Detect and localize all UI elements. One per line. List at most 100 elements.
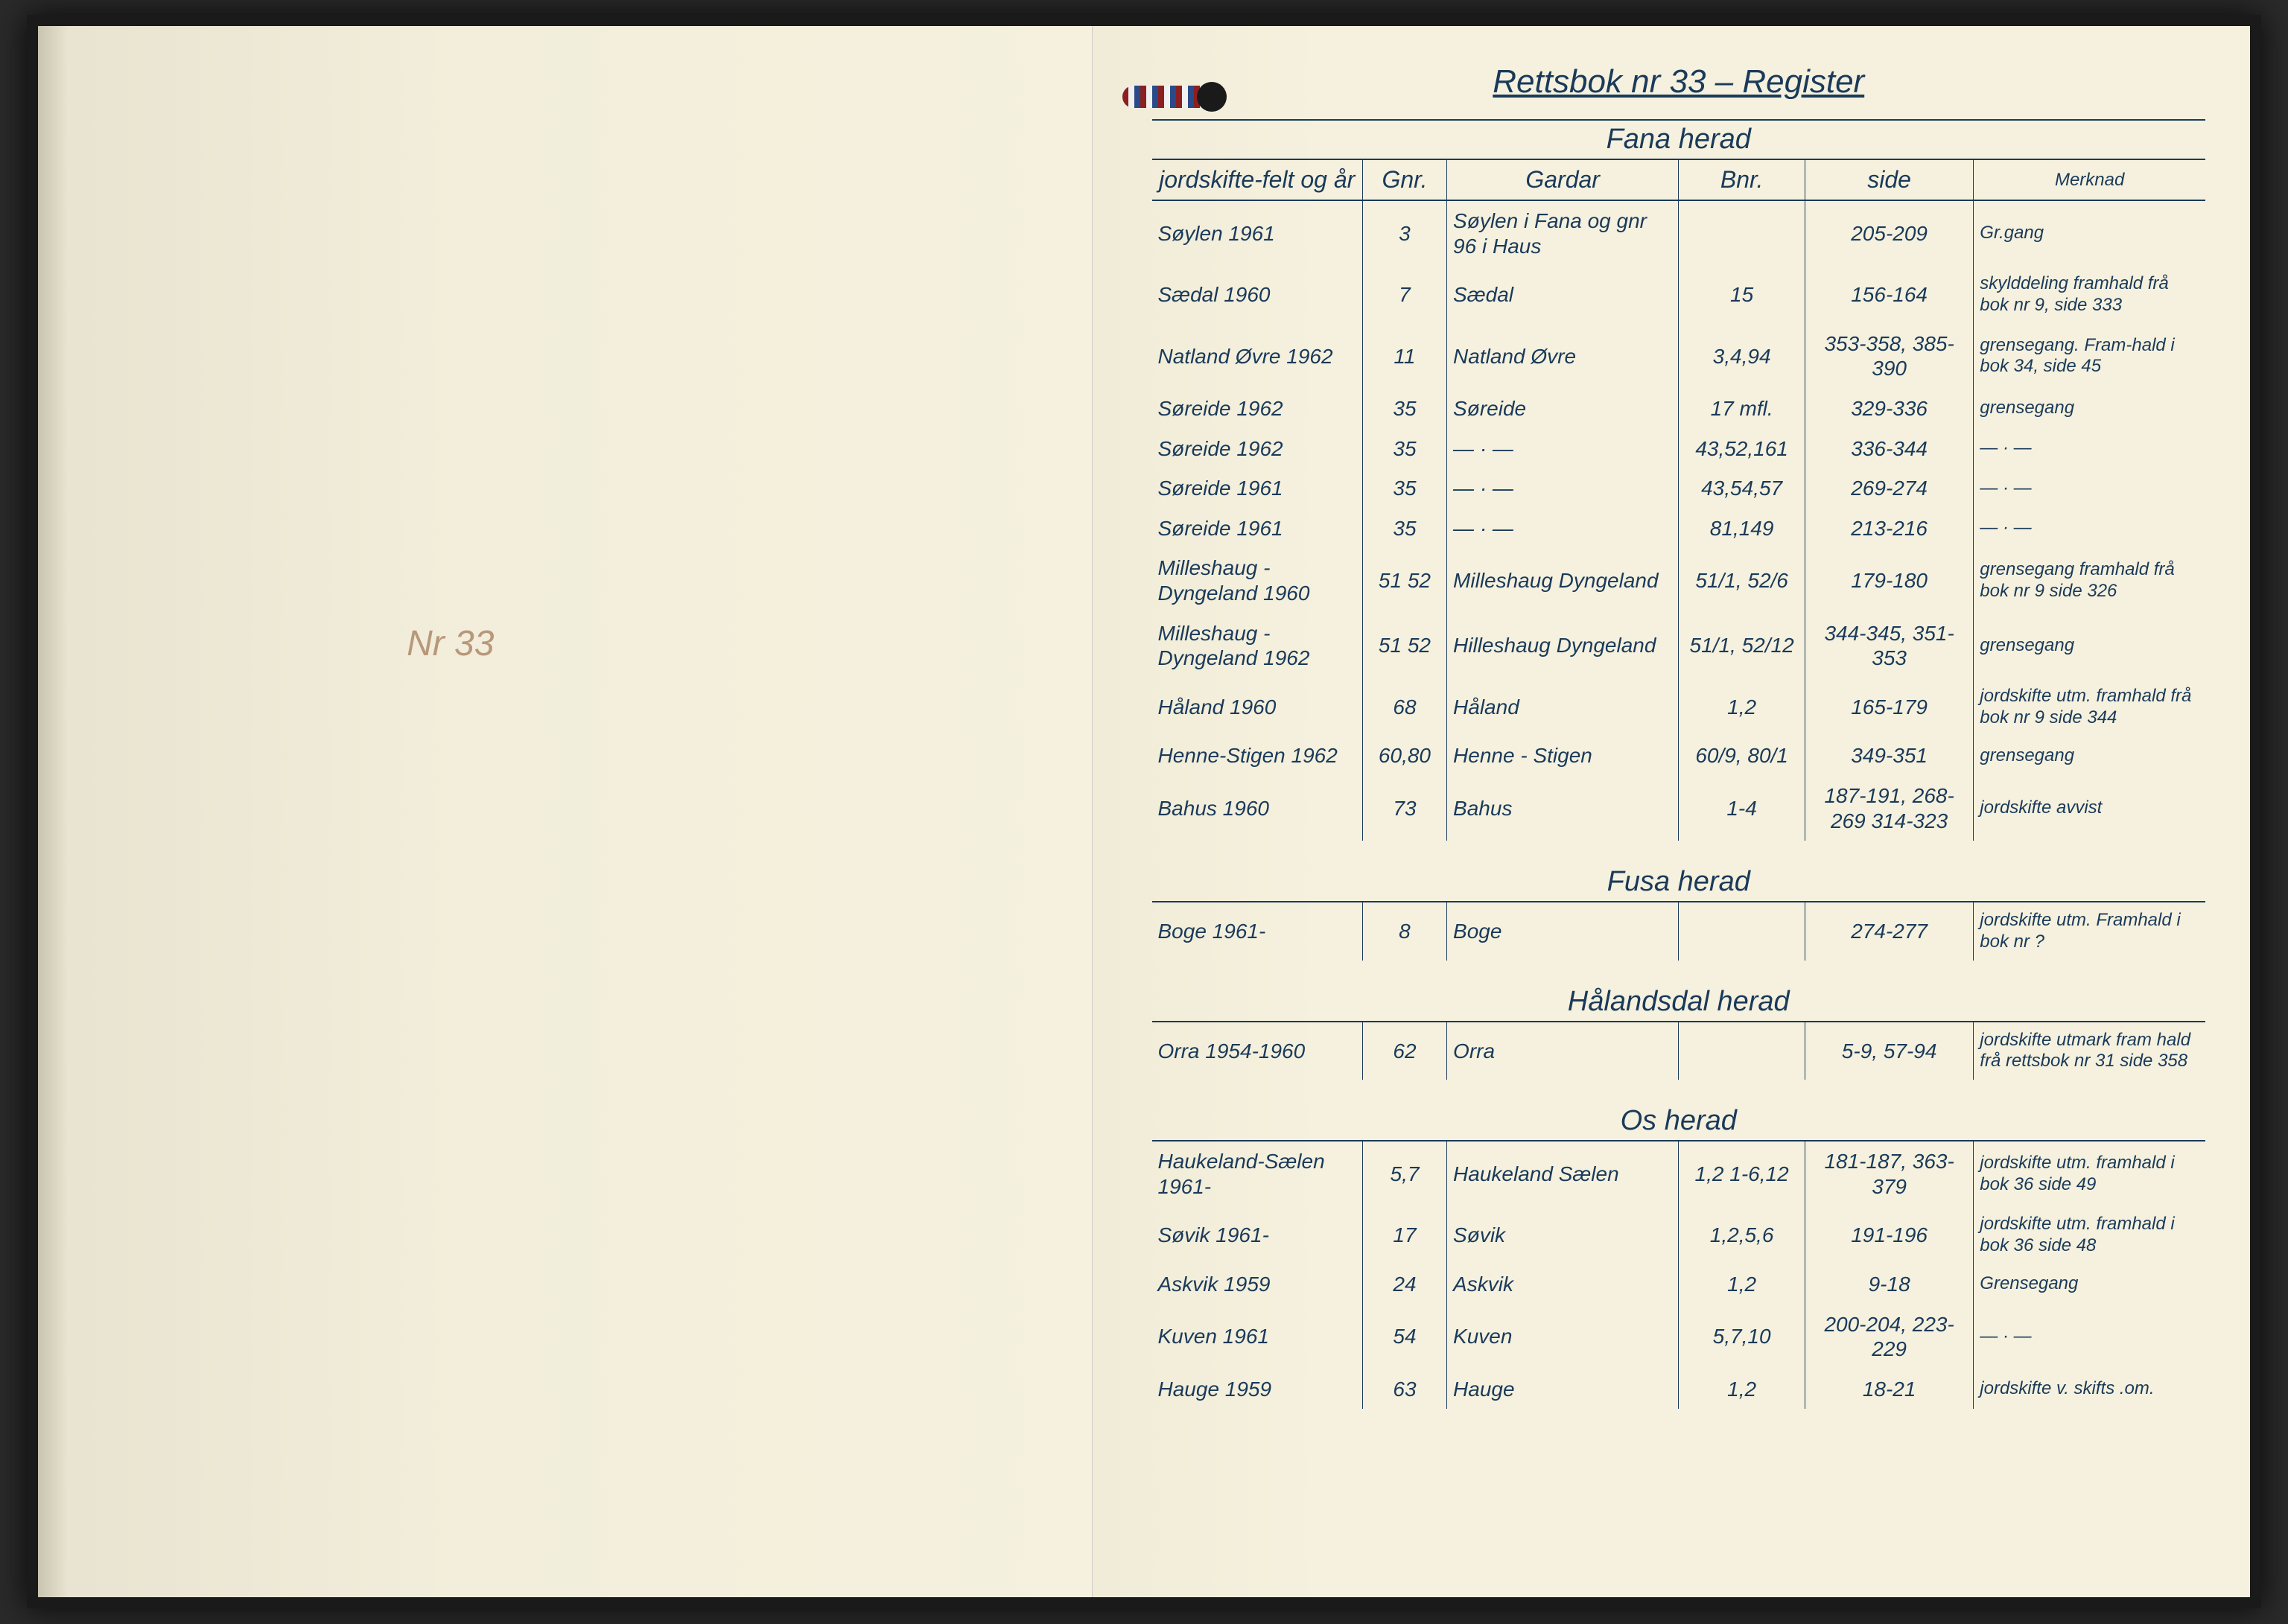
cell-gnr: 35 [1362, 509, 1446, 549]
cell-felt: Natland Øvre 1962 [1152, 324, 1363, 389]
cell-side: 191-196 [1805, 1206, 1973, 1264]
cell-gnr: 35 [1362, 389, 1446, 429]
cell-side: 181-187, 363-379 [1805, 1141, 1973, 1206]
cell-merknad: — · — [1974, 1305, 2205, 1369]
cell-bnr: 1,2,5,6 [1679, 1206, 1805, 1264]
cell-side: 329-336 [1805, 389, 1973, 429]
cell-bnr [1679, 902, 1805, 961]
cell-felt: Haukeland-Sælen 1961- [1152, 1141, 1363, 1206]
table-row: Milleshaug - Dyngeland 196251 52Hillesha… [1152, 614, 2206, 678]
table-row: Natland Øvre 196211Natland Øvre3,4,94353… [1152, 324, 2206, 389]
cell-bnr: 1,2 1-6,12 [1679, 1141, 1805, 1206]
cell-gardar: Kuven [1447, 1305, 1679, 1369]
table-row: Henne-Stigen 196260,80Henne - Stigen60/9… [1152, 736, 2206, 776]
cell-bnr: 1,2 [1679, 1369, 1805, 1410]
cell-gnr: 62 [1362, 1022, 1446, 1080]
cell-felt: Orra 1954-1960 [1152, 1022, 1363, 1080]
cell-bnr: 60/9, 80/1 [1679, 736, 1805, 776]
cell-merknad: jordskifte v. skifts .om. [1974, 1369, 2205, 1410]
section-header: Os herad [1152, 1102, 2206, 1141]
cell-bnr: 1,2 [1679, 1264, 1805, 1305]
cell-bnr: 51/1, 52/6 [1679, 548, 1805, 613]
cell-bnr [1679, 200, 1805, 266]
cell-side: 344-345, 351-353 [1805, 614, 1973, 678]
table-row: Haukeland-Sælen 1961-5,7Haukeland Sælen1… [1152, 1141, 2206, 1206]
cell-gnr: 17 [1362, 1206, 1446, 1264]
cell-gardar: Sædal [1447, 266, 1679, 324]
column-header-felt: jordskifte-felt og år [1152, 160, 1363, 200]
cell-gnr: 8 [1362, 902, 1446, 961]
cell-gardar: Natland Øvre [1447, 324, 1679, 389]
cell-side: 179-180 [1805, 548, 1973, 613]
cell-gnr: 63 [1362, 1369, 1446, 1410]
cell-gnr: 68 [1362, 678, 1446, 736]
cell-bnr: 17 mfl. [1679, 389, 1805, 429]
cell-felt: Henne-Stigen 1962 [1152, 736, 1363, 776]
cell-gnr: 60,80 [1362, 736, 1446, 776]
cell-merknad: grensegang [1974, 614, 2205, 678]
table-row: Boge 1961-8Boge274-277jordskifte utm. Fr… [1152, 902, 2206, 961]
cell-gardar: Søvik [1447, 1206, 1679, 1264]
cell-felt: Bahus 1960 [1152, 776, 1363, 841]
cell-side: 336-344 [1805, 429, 1973, 469]
table-row: Hauge 195963Hauge1,218-21jordskifte v. s… [1152, 1369, 2206, 1410]
cell-side: 213-216 [1805, 509, 1973, 549]
cell-felt: Søreide 1961 [1152, 468, 1363, 509]
cell-merknad: grensegang [1974, 389, 2205, 429]
cell-gnr: 51 52 [1362, 614, 1446, 678]
table-row: Milleshaug - Dyngeland 196051 52Millesha… [1152, 548, 2206, 613]
register-table: Orra 1954-196062Orra5-9, 57-94jordskifte… [1152, 1022, 2206, 1080]
cell-gardar: Hilleshaug Dyngeland [1447, 614, 1679, 678]
cell-gardar: Boge [1447, 902, 1679, 961]
cell-bnr: 81,149 [1679, 509, 1805, 549]
cell-gnr: 24 [1362, 1264, 1446, 1305]
cell-side: 165-179 [1805, 678, 1973, 736]
cell-gardar: Milleshaug Dyngeland [1447, 548, 1679, 613]
cell-gnr: 11 [1362, 324, 1446, 389]
cell-merknad: jordskifte utmark fram hald frå rettsbok… [1974, 1022, 2205, 1080]
cell-bnr: 43,52,161 [1679, 429, 1805, 469]
left-page-label: Nr 33 [407, 623, 494, 664]
cell-bnr: 1,2 [1679, 678, 1805, 736]
register-title: Rettsbok nr 33 – Register [1152, 63, 2206, 101]
cell-gardar: Hauge [1447, 1369, 1679, 1410]
cell-bnr: 5,7,10 [1679, 1305, 1805, 1369]
cell-gnr: 73 [1362, 776, 1446, 841]
cell-felt: Boge 1961- [1152, 902, 1363, 961]
cell-gardar: — · — [1447, 429, 1679, 469]
cell-gardar: Søylen i Fana og gnr 96 i Haus [1447, 200, 1679, 266]
cell-merknad: jordskifte utm. Framhald i bok nr ? [1974, 902, 2205, 961]
cell-felt: Milleshaug - Dyngeland 1962 [1152, 614, 1363, 678]
cell-gnr: 54 [1362, 1305, 1446, 1369]
cell-gardar: Henne - Stigen [1447, 736, 1679, 776]
cell-gardar: Orra [1447, 1022, 1679, 1080]
cell-merknad: — · — [1974, 468, 2205, 509]
section-header: Fusa herad [1152, 863, 2206, 902]
table-row: Bahus 196073Bahus1-4187-191, 268-269 314… [1152, 776, 2206, 841]
cell-merknad: jordskifte avvist [1974, 776, 2205, 841]
cell-gardar: Håland [1447, 678, 1679, 736]
cell-felt: Søreide 1962 [1152, 389, 1363, 429]
book-spread: Nr 33 Rettsbok nr 33 – Register Fana her… [27, 15, 2261, 1608]
section-header: Hålandsdal herad [1152, 983, 2206, 1022]
cell-gnr: 51 52 [1362, 548, 1446, 613]
cell-side: 156-164 [1805, 266, 1973, 324]
table-row: Håland 196068Håland1,2165-179jordskifte … [1152, 678, 2206, 736]
cell-gnr: 5,7 [1362, 1141, 1446, 1206]
table-row: Søylen 19613Søylen i Fana og gnr 96 i Ha… [1152, 200, 2206, 266]
cell-side: 200-204, 223-229 [1805, 1305, 1973, 1369]
cell-felt: Søreide 1962 [1152, 429, 1363, 469]
cell-merknad: grensegang [1974, 736, 2205, 776]
cell-side: 18-21 [1805, 1369, 1973, 1410]
cell-gnr: 7 [1362, 266, 1446, 324]
table-row: Orra 1954-196062Orra5-9, 57-94jordskifte… [1152, 1022, 2206, 1080]
table-row: Søvik 1961-17Søvik1,2,5,6191-196jordskif… [1152, 1206, 2206, 1264]
cell-felt: Søreide 1961 [1152, 509, 1363, 549]
cell-merknad: grensegang framhald frå bok nr 9 side 32… [1974, 548, 2205, 613]
cell-bnr: 1-4 [1679, 776, 1805, 841]
column-header-bnr: Bnr. [1679, 160, 1805, 200]
cell-felt: Askvik 1959 [1152, 1264, 1363, 1305]
section-header: Fana herad [1152, 119, 2206, 160]
cell-merknad: grensegang. Fram-hald i bok 34, side 45 [1974, 324, 2205, 389]
cell-side: 205-209 [1805, 200, 1973, 266]
